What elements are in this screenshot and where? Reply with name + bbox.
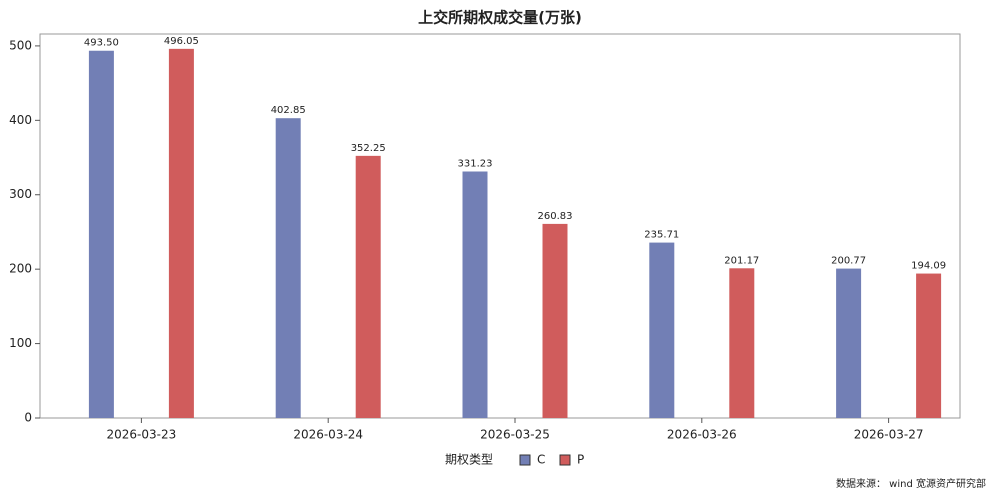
bar [355, 155, 381, 418]
x-tick-label: 2026-03-27 [854, 428, 924, 442]
legend-label: C [537, 453, 545, 467]
legend-label: P [577, 453, 584, 467]
plot-frame [39, 33, 961, 419]
value-label: 493.50 [84, 38, 119, 49]
bar [649, 242, 675, 418]
value-label: 352.25 [351, 143, 386, 154]
x-tick-label: 2026-03-26 [667, 428, 737, 442]
bar [729, 268, 755, 418]
value-label: 201.17 [724, 255, 759, 266]
bar [275, 118, 301, 418]
chart-title: 上交所期权成交量(万张) [418, 9, 582, 27]
value-label: 331.23 [458, 159, 493, 170]
value-label: 260.83 [538, 211, 573, 222]
x-tick-label: 2026-03-23 [107, 428, 177, 442]
y-tick-label: 100 [9, 336, 32, 350]
value-label: 235.71 [644, 230, 679, 241]
value-label: 194.09 [911, 261, 946, 272]
bar [462, 171, 488, 418]
x-tick-label: 2026-03-24 [293, 428, 363, 442]
value-label: 496.05 [164, 36, 199, 47]
legend-swatch [559, 454, 571, 466]
bar [836, 268, 862, 418]
value-label: 402.85 [271, 105, 306, 116]
legend-title: 期权类型 [445, 453, 493, 467]
legend-swatch [519, 454, 531, 466]
y-tick-label: 200 [9, 262, 32, 276]
bar [168, 48, 194, 419]
x-tick-label: 2026-03-25 [480, 428, 550, 442]
bar [542, 223, 568, 418]
y-tick-label: 400 [9, 113, 32, 127]
y-tick-label: 0 [24, 411, 32, 425]
value-label: 200.77 [831, 256, 866, 267]
bar [916, 273, 942, 418]
source-note: 数据来源： wind 宽源资产研究部 [836, 477, 986, 490]
y-tick-label: 300 [9, 187, 32, 201]
y-tick-label: 500 [9, 38, 32, 52]
bar [88, 50, 114, 418]
